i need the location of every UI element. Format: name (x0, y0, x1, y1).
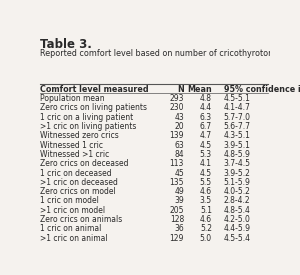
Text: Witnessed >1 cric: Witnessed >1 cric (40, 150, 109, 159)
Text: 293: 293 (169, 94, 184, 103)
Text: Zero crics on deceased: Zero crics on deceased (40, 159, 128, 168)
Text: 4.3-5.1: 4.3-5.1 (224, 131, 250, 140)
Text: 4.2-5.0: 4.2-5.0 (224, 215, 250, 224)
Text: 4.5-5.4: 4.5-5.4 (224, 234, 250, 243)
Text: 1 cric on animal: 1 cric on animal (40, 224, 101, 233)
Text: 84: 84 (174, 150, 184, 159)
Text: 4.6: 4.6 (200, 187, 212, 196)
Text: 135: 135 (169, 178, 184, 187)
Text: 230: 230 (169, 103, 184, 112)
Text: 1 cric on deceased: 1 cric on deceased (40, 169, 112, 178)
Text: 2.8-4.2: 2.8-4.2 (224, 196, 250, 205)
Text: 3.9-5.2: 3.9-5.2 (224, 169, 250, 178)
Text: 20: 20 (174, 122, 184, 131)
Text: 43: 43 (174, 113, 184, 122)
Text: 3.9-5.1: 3.9-5.1 (224, 141, 250, 150)
Text: Comfort level measured: Comfort level measured (40, 85, 148, 94)
Text: 5.0: 5.0 (200, 234, 212, 243)
Text: Zero crics on animals: Zero crics on animals (40, 215, 122, 224)
Text: 1 cric on a living patient: 1 cric on a living patient (40, 113, 133, 122)
Text: 36: 36 (174, 224, 184, 233)
Text: 49: 49 (174, 187, 184, 196)
Text: 3.7-4.5: 3.7-4.5 (224, 159, 250, 168)
Text: 4.5-5.1: 4.5-5.1 (224, 94, 250, 103)
Text: 1 cric on model: 1 cric on model (40, 196, 99, 205)
Text: Zero crics on model: Zero crics on model (40, 187, 116, 196)
Text: 95% confidence interval: 95% confidence interval (224, 85, 300, 94)
Text: 4.4-5.9: 4.4-5.9 (224, 224, 250, 233)
Text: >1 cric on deceased: >1 cric on deceased (40, 178, 118, 187)
Text: 4.7: 4.7 (200, 131, 212, 140)
Text: 5.1: 5.1 (200, 206, 212, 215)
Text: 113: 113 (169, 159, 184, 168)
Text: 205: 205 (169, 206, 184, 215)
Text: 139: 139 (169, 131, 184, 140)
Text: 4.5: 4.5 (200, 169, 212, 178)
Text: Table 3.: Table 3. (40, 38, 92, 51)
Text: 4.8-5.4: 4.8-5.4 (224, 206, 250, 215)
Text: >1 cric on animal: >1 cric on animal (40, 234, 107, 243)
Text: Population mean: Population mean (40, 94, 104, 103)
Text: Witnessed 1 cric: Witnessed 1 cric (40, 141, 103, 150)
Text: N: N (177, 85, 184, 94)
Text: 5.1-5.9: 5.1-5.9 (224, 178, 250, 187)
Text: 4.5: 4.5 (200, 141, 212, 150)
Text: 5.2: 5.2 (200, 224, 212, 233)
Text: >1 cric on model: >1 cric on model (40, 206, 105, 215)
Text: 45: 45 (174, 169, 184, 178)
Text: 128: 128 (170, 215, 184, 224)
Text: Mean: Mean (187, 85, 212, 94)
Text: 4.6: 4.6 (200, 215, 212, 224)
Text: 5.5: 5.5 (200, 178, 212, 187)
Text: 3.5: 3.5 (200, 196, 212, 205)
Text: 4.1-4.7: 4.1-4.7 (224, 103, 250, 112)
Text: 39: 39 (174, 196, 184, 205)
Text: Witnessed zero crics: Witnessed zero crics (40, 131, 119, 140)
Text: >1 cric on living patients: >1 cric on living patients (40, 122, 136, 131)
Text: 6.3: 6.3 (200, 113, 212, 122)
Text: 4.8-5.9: 4.8-5.9 (224, 150, 250, 159)
Text: 5.6-7.7: 5.6-7.7 (224, 122, 250, 131)
Text: 5.3: 5.3 (200, 150, 212, 159)
Text: 4.4: 4.4 (200, 103, 212, 112)
Text: 129: 129 (169, 234, 184, 243)
Text: Zero crics on living patients: Zero crics on living patients (40, 103, 147, 112)
Text: Reported comfort level based on number of cricothyrotomies (crics) performed.: Reported comfort level based on number o… (40, 49, 300, 58)
Text: 63: 63 (174, 141, 184, 150)
Text: 6.7: 6.7 (200, 122, 212, 131)
Text: 4.1: 4.1 (200, 159, 212, 168)
Text: 5.7-7.0: 5.7-7.0 (224, 113, 250, 122)
Text: 4.0-5.2: 4.0-5.2 (224, 187, 250, 196)
Text: 4.8: 4.8 (200, 94, 212, 103)
